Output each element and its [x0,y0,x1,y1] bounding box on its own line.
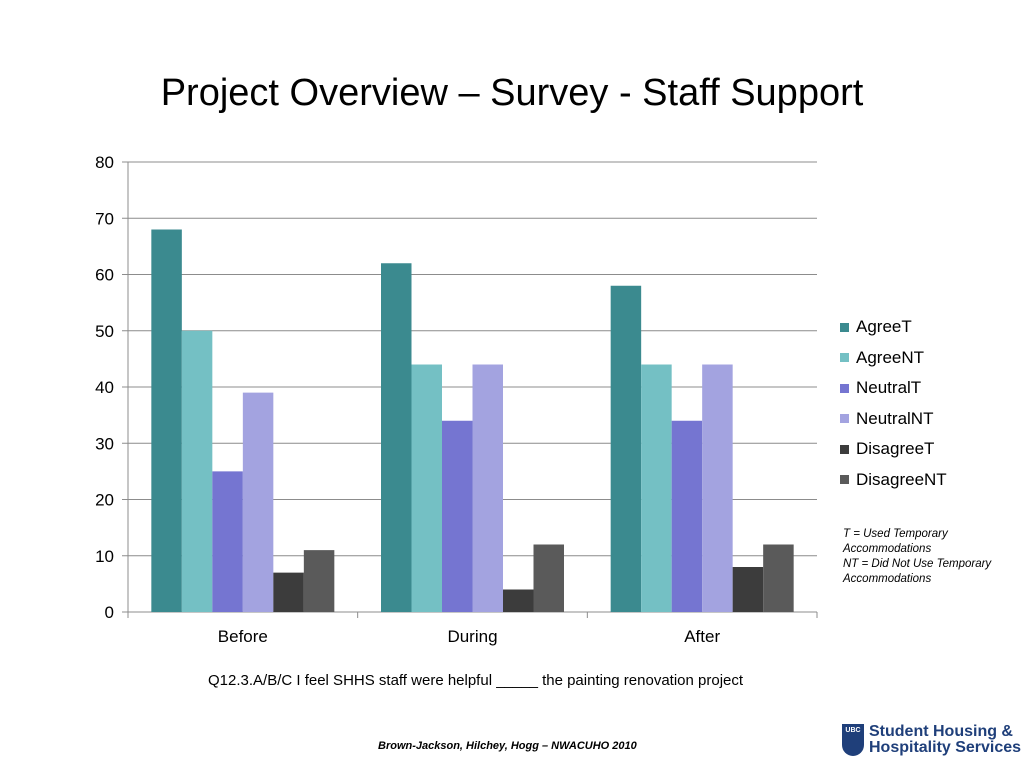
footer-credit: Brown-Jackson, Hilchey, Hogg – NWACUHO 2… [378,740,637,752]
legend-item-agreent: AgreeNT [840,343,947,374]
legend-swatch [840,414,849,424]
bar-neutralnt-after [702,364,733,612]
x-tick-label: After [684,627,720,646]
logo-line-2: Hospitality Services [869,739,1022,756]
x-tick-label: During [447,627,497,646]
y-tick-label: 70 [95,209,114,228]
legend-label: AgreeT [856,317,912,336]
bar-agreent-during [411,364,442,612]
x-tick-label: Before [218,627,268,646]
ubc-shhs-logo: UBC Student Housing & Hospitality Servic… [842,724,1021,756]
legend-item-neutralt: NeutralT [840,373,947,404]
y-tick-label: 0 [105,603,114,622]
note-line-temporary: T = Used Temporary Accommodations [843,528,948,555]
bar-neutralt-before [212,471,243,612]
ubc-crest-icon: UBC [842,724,864,756]
legend-item-disagreent: DisagreeNT [840,465,947,496]
slide-title: Project Overview – Survey - Staff Suppor… [160,72,864,114]
legend-label: AgreeNT [856,347,925,367]
legend-swatch [840,383,849,393]
logo-line-1: Student Housing & [869,723,1013,740]
bar-disagreet-before [273,572,304,612]
legend-swatch [840,322,849,332]
y-tick-label: 80 [95,153,114,172]
y-tick-label: 60 [95,266,114,285]
legend-item-agreet: AgreeT [840,312,947,343]
note-line-no-temporary: NT = Did Not Use Temporary Accommodation… [843,558,992,585]
bar-neutralnt-during [472,364,503,612]
legend-swatch [840,444,849,454]
y-tick-label: 30 [95,434,114,453]
legend-item-neutralnt: NeutralNT [840,404,947,435]
bar-disagreent-during [533,544,564,612]
bar-agreet-after [610,285,642,612]
bar-agreet-before [151,229,182,612]
y-tick-label: 20 [95,491,114,510]
legend-swatch [840,353,849,363]
legend-label: DisagreeNT [856,469,947,489]
legend-label: DisagreeT [856,439,935,458]
y-tick-label: 40 [95,378,114,397]
question-caption: Q12.3.A/B/C I feel SHHS staff were helpf… [208,672,744,689]
y-tick-label: 10 [95,547,114,566]
bar-disagreent-after [763,544,794,612]
bar-agreent-after [641,364,672,612]
bar-neutralnt-before [242,392,274,612]
legend-note: T = Used Temporary Accommodations NT = D… [843,527,1023,587]
legend-item-disagreet: DisagreeT [840,434,947,465]
bar-agreent-before [181,330,213,612]
bar-disagreet-during [503,589,534,612]
bar-agreet-during [381,263,412,612]
legend-label: NeutralT [856,378,922,397]
bar-disagreent-before [303,550,335,612]
legend-label: NeutralNT [856,408,934,428]
y-tick-label: 50 [95,322,114,341]
bar-neutralt-after [671,420,703,612]
bar-neutralt-during [442,420,473,612]
chart-legend: AgreeT AgreeNT NeutralT NeutralNT DisagreeT D… [840,312,947,495]
logo-text: Student Housing & Hospitality Services [869,724,1021,756]
bar-disagreet-after [732,567,764,612]
legend-swatch [840,475,849,485]
